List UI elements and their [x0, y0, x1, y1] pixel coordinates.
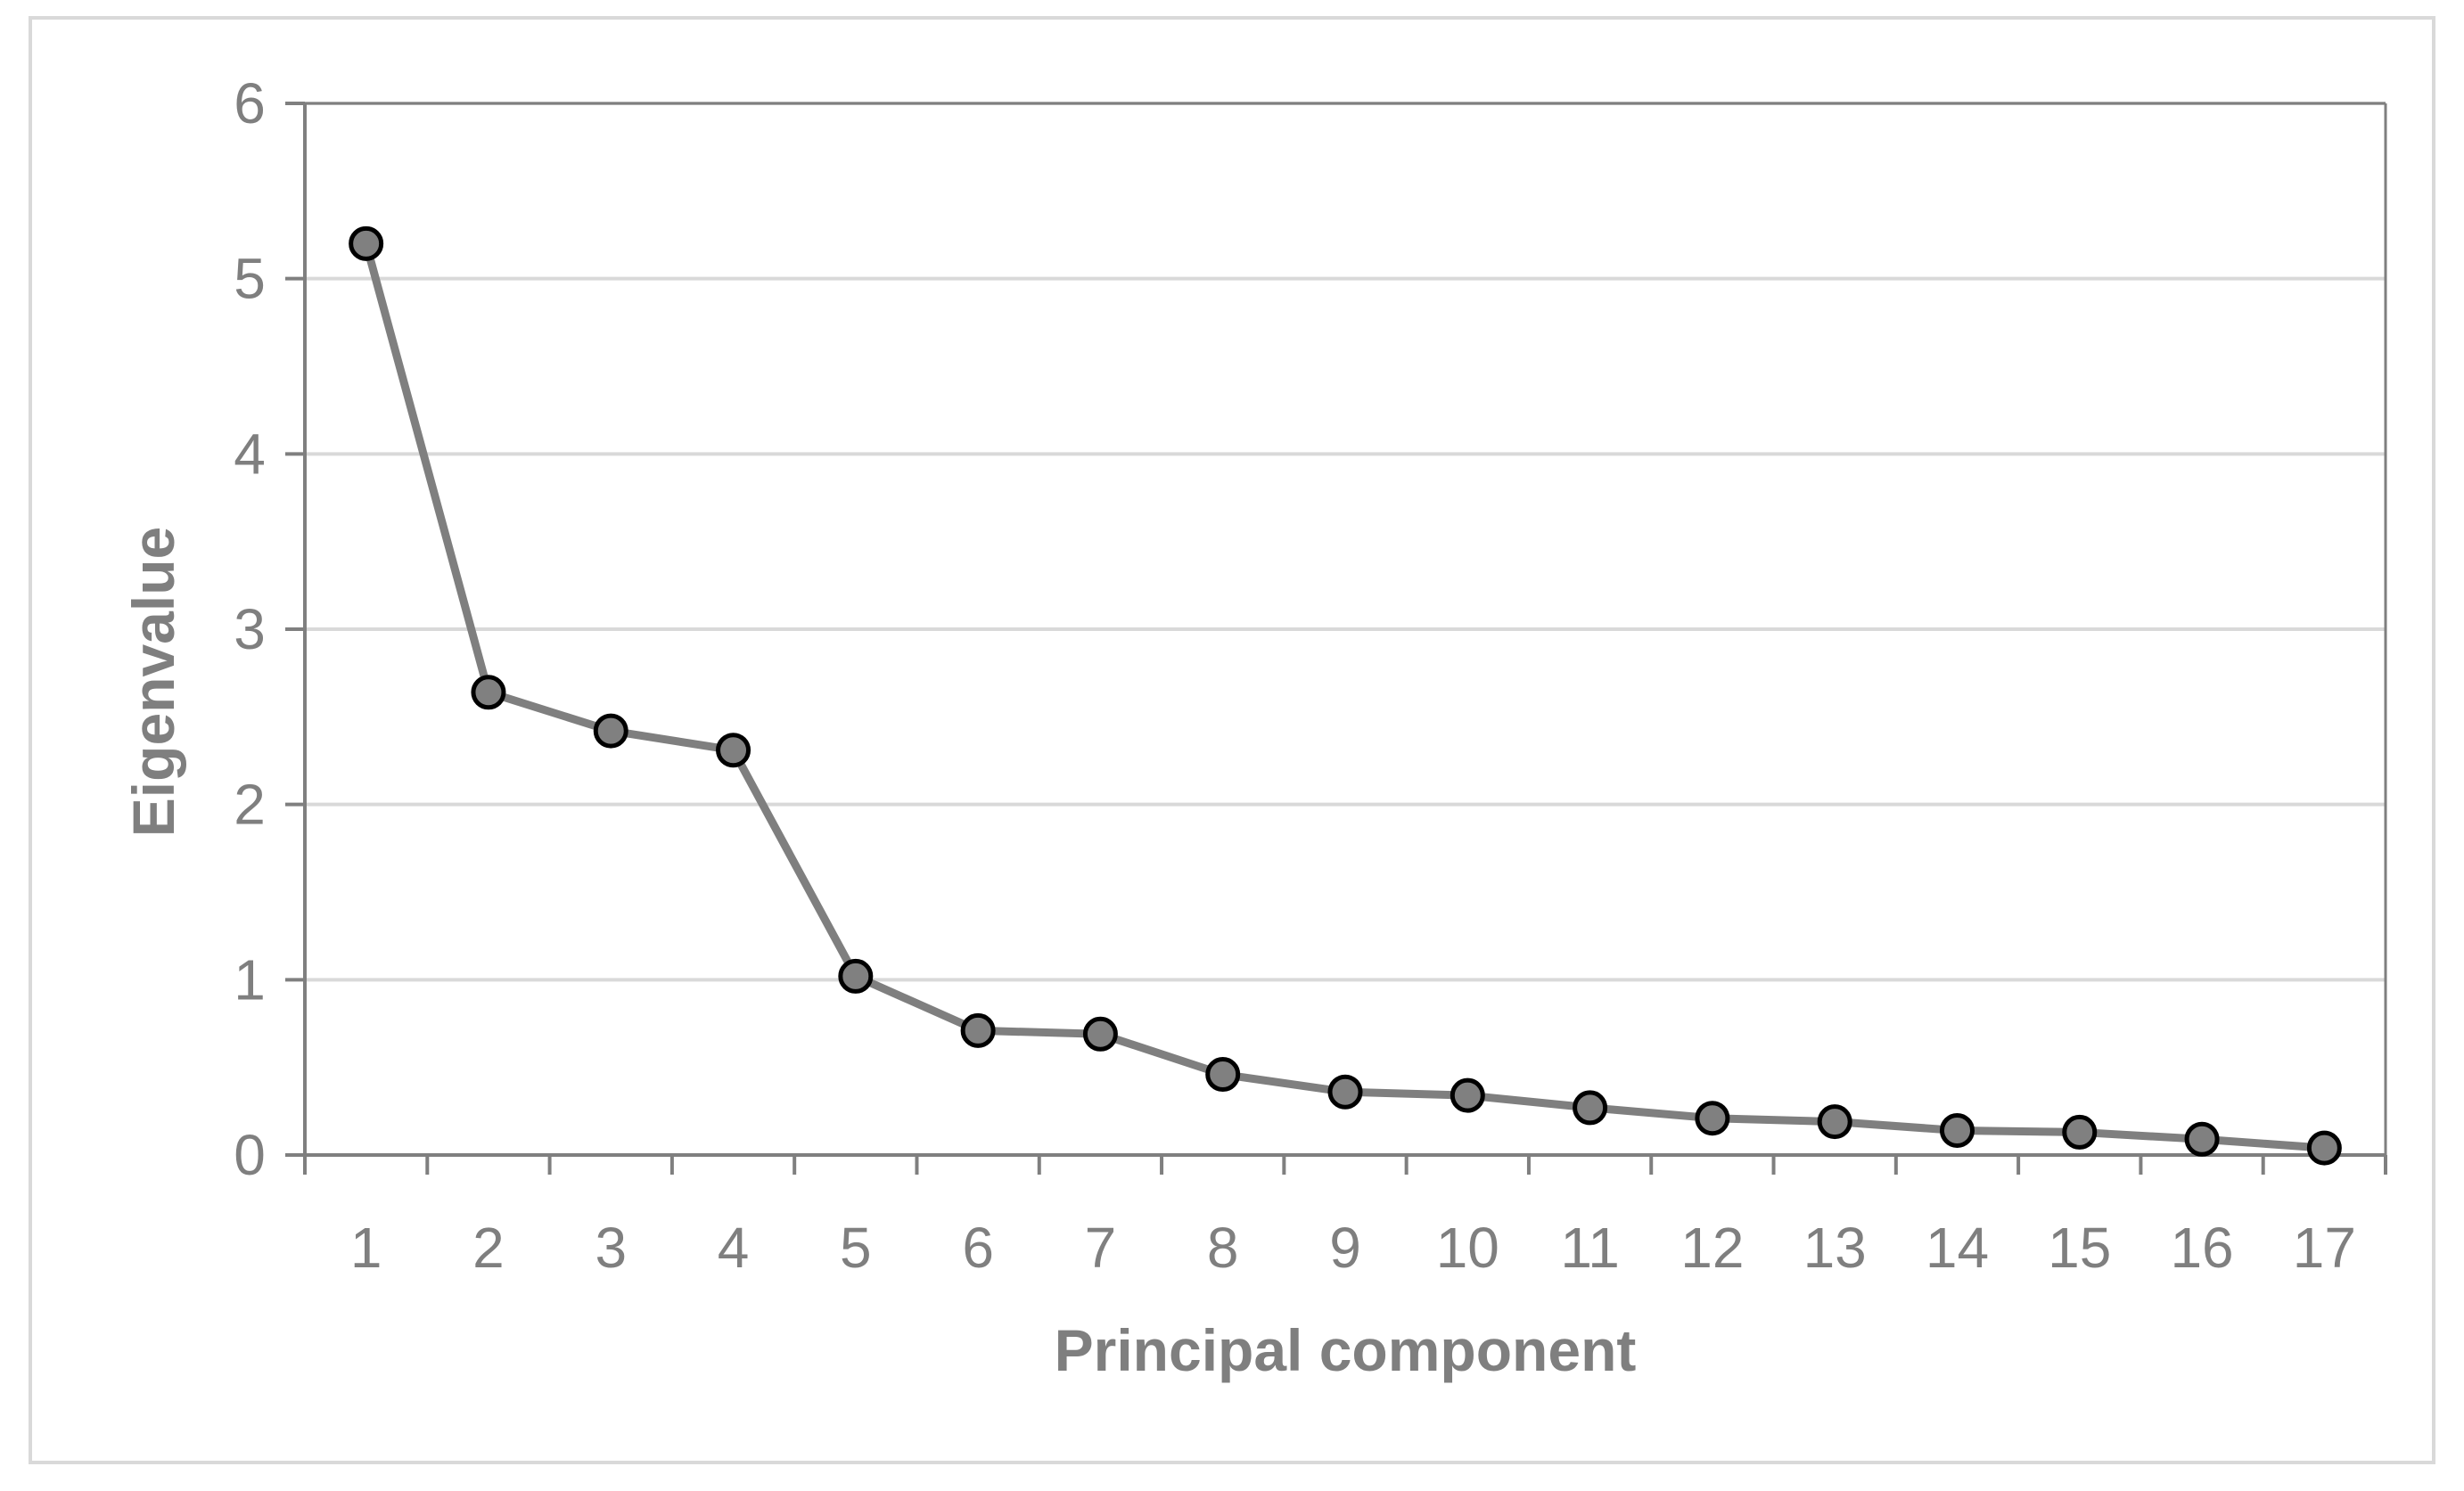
x-axis-title: Principal component: [1055, 1317, 1637, 1383]
x-tick-label-2: 2: [472, 1216, 505, 1280]
y-tick-label-2: 2: [234, 773, 266, 837]
x-tick-label-12: 12: [1680, 1216, 1744, 1280]
y-tick-label-1: 1: [234, 947, 266, 1012]
x-tick-label-4: 4: [718, 1216, 750, 1280]
data-point-8: [1205, 1057, 1241, 1093]
x-tick-label-11: 11: [1560, 1216, 1619, 1280]
axes: [285, 102, 2387, 1175]
y-tick-label-6: 6: [234, 71, 266, 135]
data-point-16: [2184, 1121, 2220, 1157]
x-tick-label-3: 3: [595, 1216, 627, 1280]
data-point-2: [471, 675, 506, 710]
y-tick-label-4: 4: [234, 422, 266, 486]
data-point-3: [593, 713, 628, 749]
data-point-11: [1573, 1090, 1608, 1126]
y-tick-label-5: 5: [234, 247, 266, 311]
data-point-7: [1082, 1016, 1118, 1052]
y-tick-labels: 0 1 2 3 4 5 6: [234, 71, 266, 1187]
y-tick-label-0: 0: [234, 1123, 266, 1187]
x-tick-label-13: 13: [1803, 1216, 1867, 1280]
x-tick-label-8: 8: [1207, 1216, 1239, 1280]
x-tick-labels: 1 2 3 4 5 6 7 8 9 10 11 12 13 14 15 16 17: [350, 1216, 2356, 1280]
x-tick-label-16: 16: [2170, 1216, 2233, 1280]
gridlines: [305, 102, 2386, 982]
series-line-0: [362, 239, 2328, 1152]
data-point-1: [349, 225, 384, 261]
data-point-5: [838, 958, 874, 994]
x-tick-label-9: 9: [1329, 1216, 1361, 1280]
x-tick-label-14: 14: [1926, 1216, 1989, 1280]
x-tick-label-10: 10: [1436, 1216, 1499, 1280]
data-points: [349, 225, 2342, 1166]
data-point-4: [716, 733, 752, 768]
series: [362, 239, 2328, 1152]
data-point-17: [2306, 1130, 2342, 1166]
data-point-14: [1939, 1112, 1975, 1148]
x-tick-label-7: 7: [1085, 1216, 1117, 1280]
x-tick-label-1: 1: [350, 1216, 382, 1280]
x-tick-label-6: 6: [962, 1216, 994, 1280]
y-axis-title: Eigenvalue: [120, 527, 186, 837]
x-tick-label-17: 17: [2293, 1216, 2356, 1280]
chart-frame: [29, 16, 2435, 1464]
y-tick-label-3: 3: [234, 597, 266, 661]
data-point-6: [960, 1012, 996, 1048]
data-point-15: [2062, 1114, 2098, 1150]
x-tick-label-15: 15: [2048, 1216, 2111, 1280]
data-point-9: [1327, 1074, 1363, 1110]
data-point-13: [1817, 1104, 1852, 1140]
x-tick-label-5: 5: [840, 1216, 872, 1280]
data-point-10: [1450, 1077, 1485, 1113]
data-point-12: [1695, 1101, 1730, 1136]
